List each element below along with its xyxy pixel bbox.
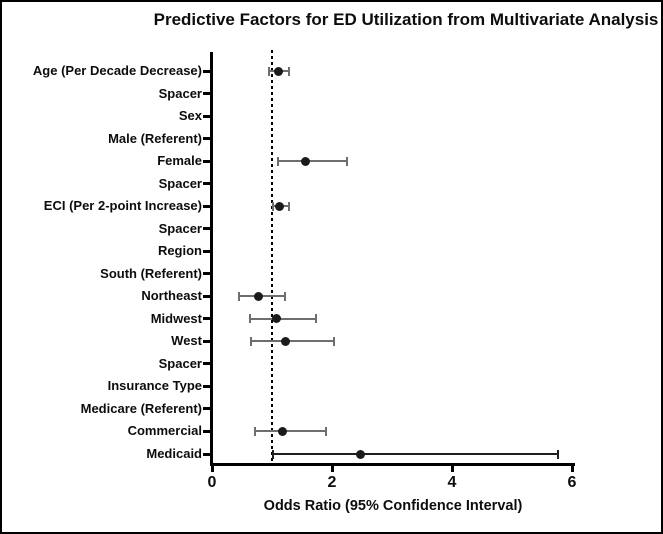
y-tick — [203, 69, 211, 73]
ci-cap — [346, 156, 348, 166]
odds-ratio-marker — [277, 426, 287, 436]
ci-cap — [254, 426, 257, 436]
chart-title: Predictive Factors for ED Utilization fr… — [153, 10, 659, 29]
category-label: Midwest — [150, 310, 202, 326]
y-tick — [203, 317, 211, 321]
odds-ratio-marker — [273, 66, 283, 76]
ci-error-bar — [273, 453, 559, 455]
y-tick — [203, 362, 211, 366]
y-tick — [203, 227, 211, 231]
ci-cap — [238, 291, 240, 301]
category-label: Spacer — [158, 220, 202, 236]
ci-error-bar — [251, 340, 334, 343]
y-tick — [203, 114, 211, 118]
y-tick — [203, 294, 211, 298]
odds-ratio-marker — [280, 336, 290, 346]
x-axis-title: Odds Ratio (95% Confidence Interval) — [263, 498, 523, 514]
ci-cap — [315, 314, 318, 324]
y-axis-line — [210, 52, 213, 464]
category-label: Sex — [178, 108, 202, 124]
ci-cap — [287, 201, 290, 211]
category-label: Spacer — [158, 85, 202, 101]
category-label: ECI (Per 2-point Increase) — [43, 198, 202, 214]
x-tick — [570, 464, 574, 472]
category-label: Medicaid — [146, 446, 202, 461]
y-tick — [203, 182, 211, 186]
x-tick-label: 2 — [327, 474, 337, 491]
ci-cap — [277, 156, 279, 166]
x-tick-label: 0 — [207, 474, 217, 491]
y-tick — [203, 429, 211, 433]
y-tick — [203, 272, 211, 276]
ci-error-bar — [278, 160, 347, 163]
category-label: Spacer — [158, 175, 202, 191]
category-label: West — [171, 333, 202, 349]
category-label: Northeast — [141, 288, 202, 304]
category-label: South (Referent) — [100, 265, 202, 281]
category-label: Female — [157, 153, 202, 169]
x-axis-line — [210, 463, 575, 466]
odds-ratio-marker — [254, 291, 264, 301]
ci-cap — [268, 66, 270, 76]
x-tick — [210, 464, 214, 472]
odds-ratio-marker — [272, 314, 282, 324]
category-label: Medicare (Referent) — [80, 400, 202, 416]
y-tick — [203, 407, 211, 411]
y-tick — [203, 452, 211, 456]
ci-error-bar — [250, 317, 317, 320]
ci-cap — [284, 291, 287, 301]
ci-cap — [332, 336, 335, 346]
y-tick — [203, 204, 211, 208]
x-tick-label: 4 — [447, 474, 457, 491]
y-tick — [203, 249, 211, 253]
ci-error-bar — [255, 430, 326, 433]
category-label: Commercial — [127, 423, 202, 439]
ci-cap — [250, 336, 252, 346]
y-tick — [203, 384, 211, 388]
y-tick — [203, 137, 211, 141]
odds-ratio-marker — [275, 201, 285, 211]
odds-ratio-marker — [300, 156, 310, 166]
y-tick — [203, 92, 211, 96]
ci-cap — [325, 426, 327, 436]
x-tick-label: 6 — [567, 474, 577, 491]
ci-cap — [272, 201, 275, 211]
category-label: Male (Referent) — [108, 130, 202, 146]
category-label: Region — [157, 243, 202, 259]
reference-line-or-1 — [271, 50, 273, 464]
y-tick — [203, 159, 211, 163]
category-label: Insurance Type — [107, 378, 202, 394]
ci-cap — [287, 66, 290, 76]
x-tick — [330, 464, 334, 472]
category-label: Spacer — [158, 355, 202, 371]
ci-cap — [272, 449, 275, 459]
ci-cap — [557, 449, 560, 459]
x-tick — [450, 464, 454, 472]
odds-ratio-marker — [355, 449, 365, 459]
category-label: Age (Per Decade Decrease) — [32, 63, 202, 78]
y-tick — [203, 339, 211, 343]
ci-cap — [249, 314, 252, 324]
